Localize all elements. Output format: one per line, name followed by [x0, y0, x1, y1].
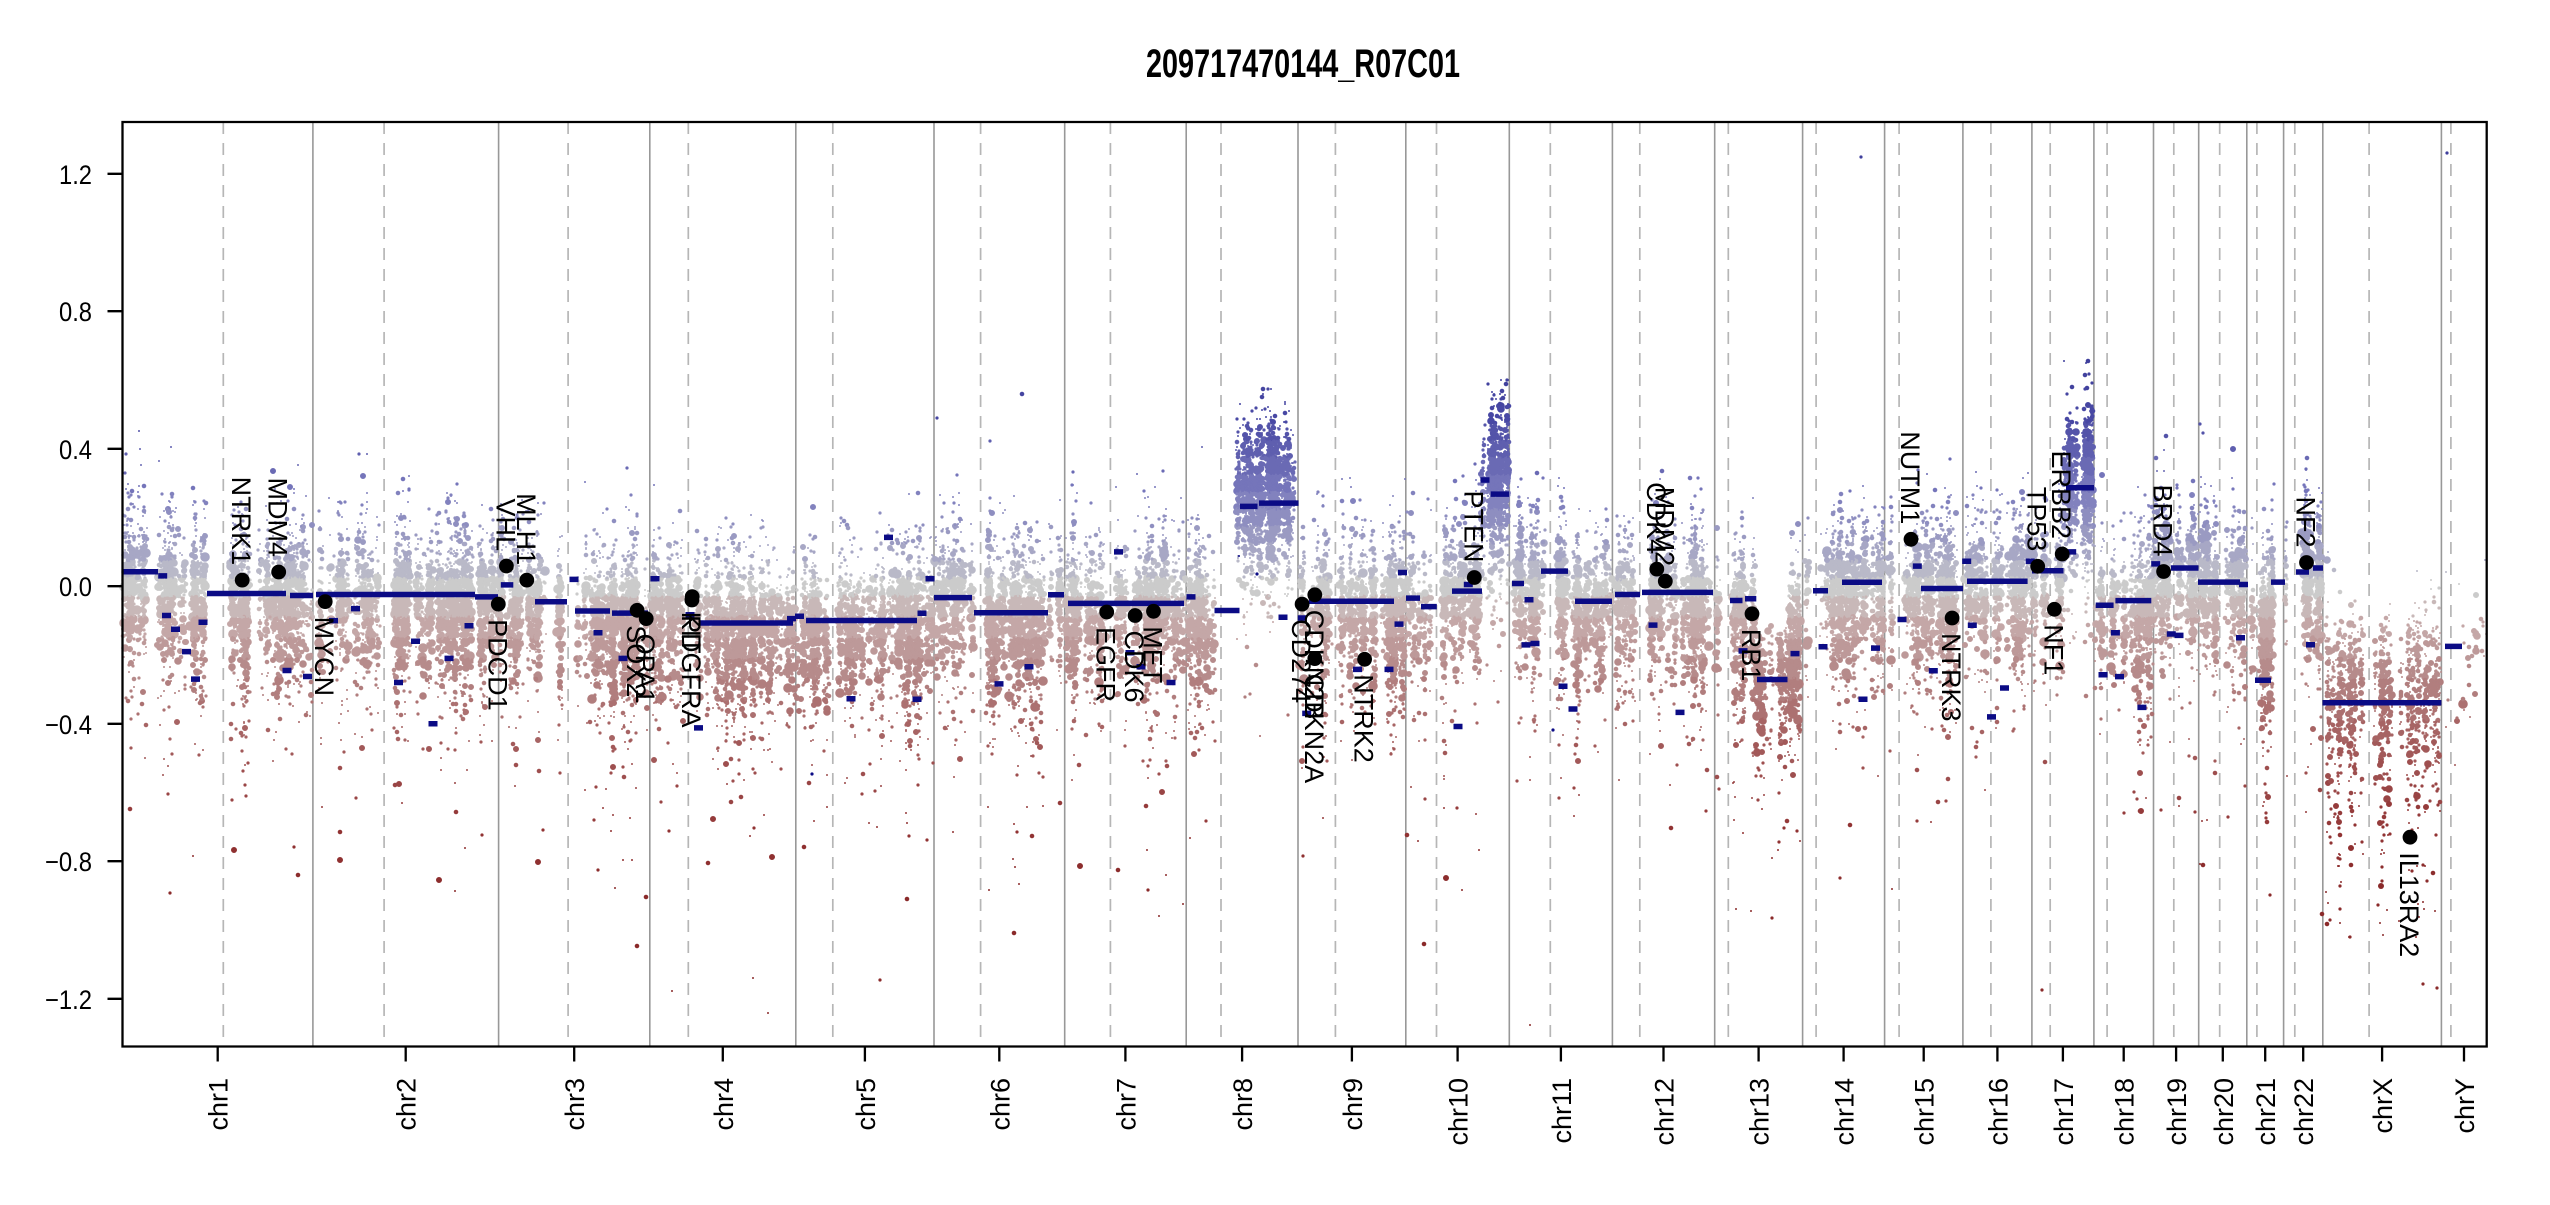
svg-text:NTRK1: NTRK1 — [226, 477, 256, 566]
svg-text:chr8: chr8 — [1228, 1078, 1258, 1131]
svg-text:−0.4: −0.4 — [45, 710, 92, 740]
svg-text:chr2: chr2 — [392, 1078, 422, 1131]
svg-text:1.2: 1.2 — [59, 160, 92, 190]
svg-text:MET: MET — [1138, 626, 1168, 683]
svg-text:PDCD1: PDCD1 — [482, 619, 512, 711]
svg-text:chr5: chr5 — [851, 1078, 881, 1131]
svg-text:IL13RA2: IL13RA2 — [2394, 852, 2424, 957]
svg-text:OPA1: OPA1 — [630, 634, 660, 704]
svg-text:chr19: chr19 — [2162, 1078, 2192, 1146]
svg-text:chr20: chr20 — [2209, 1078, 2239, 1146]
svg-text:BRD4: BRD4 — [2148, 484, 2178, 556]
svg-text:CDKN2A: CDKN2A — [1299, 674, 1329, 784]
svg-text:chr7: chr7 — [1111, 1078, 1141, 1131]
svg-text:CDK4: CDK4 — [1641, 482, 1671, 554]
svg-text:NF1: NF1 — [2038, 624, 2068, 675]
svg-text:CDKN2B: CDKN2B — [1299, 610, 1329, 720]
svg-text:MLH1: MLH1 — [511, 493, 541, 565]
svg-text:MDM2: MDM2 — [1649, 487, 1679, 567]
svg-text:chr16: chr16 — [1983, 1078, 2013, 1146]
svg-text:VHL: VHL — [490, 498, 520, 551]
svg-text:EGFR: EGFR — [1091, 627, 1121, 702]
svg-text:chr12: chr12 — [1650, 1078, 1680, 1146]
svg-text:chr4: chr4 — [709, 1078, 739, 1131]
svg-text:−0.8: −0.8 — [45, 847, 92, 877]
svg-text:PDGFRA: PDGFRA — [676, 615, 706, 728]
svg-text:NTRK2: NTRK2 — [1349, 674, 1379, 763]
svg-text:RB1: RB1 — [1736, 629, 1766, 682]
svg-text:chr22: chr22 — [2289, 1078, 2319, 1146]
svg-text:TP53: TP53 — [2022, 487, 2052, 552]
svg-text:chr3: chr3 — [560, 1078, 590, 1131]
svg-text:−1.2: −1.2 — [45, 985, 92, 1015]
svg-text:MYCN: MYCN — [309, 617, 339, 697]
svg-text:SOX2: SOX2 — [621, 625, 651, 697]
svg-text:209717470144_R07C01: 209717470144_R07C01 — [1146, 42, 1460, 86]
svg-text:chr9: chr9 — [1338, 1078, 1368, 1131]
svg-text:chr14: chr14 — [1830, 1078, 1860, 1146]
svg-text:NTRK3: NTRK3 — [1936, 633, 1966, 722]
svg-text:chrY: chrY — [2450, 1078, 2480, 1134]
svg-text:chr11: chr11 — [1547, 1078, 1577, 1144]
svg-text:NUTM1: NUTM1 — [1895, 431, 1925, 524]
svg-text:0.0: 0.0 — [59, 572, 92, 602]
svg-text:ERBB2: ERBB2 — [2046, 450, 2076, 539]
svg-text:chr6: chr6 — [985, 1078, 1015, 1131]
svg-text:chr17: chr17 — [2049, 1078, 2079, 1146]
svg-text:chr1: chr1 — [204, 1078, 234, 1131]
svg-text:chrX: chrX — [2368, 1078, 2398, 1134]
svg-text:0.4: 0.4 — [59, 435, 92, 465]
svg-text:chr21: chr21 — [2251, 1078, 2281, 1146]
svg-text:chr13: chr13 — [1745, 1078, 1775, 1146]
svg-text:chr10: chr10 — [1444, 1078, 1474, 1146]
svg-text:CDK6: CDK6 — [1119, 631, 1149, 703]
svg-text:PTEN: PTEN — [1458, 490, 1488, 562]
svg-text:chr15: chr15 — [1910, 1078, 1940, 1146]
svg-text:chr18: chr18 — [2110, 1078, 2140, 1146]
svg-text:0.8: 0.8 — [59, 297, 92, 327]
svg-text:MDM4: MDM4 — [263, 478, 293, 558]
svg-text:KIT: KIT — [676, 612, 706, 654]
svg-text:NF2: NF2 — [2291, 496, 2321, 547]
